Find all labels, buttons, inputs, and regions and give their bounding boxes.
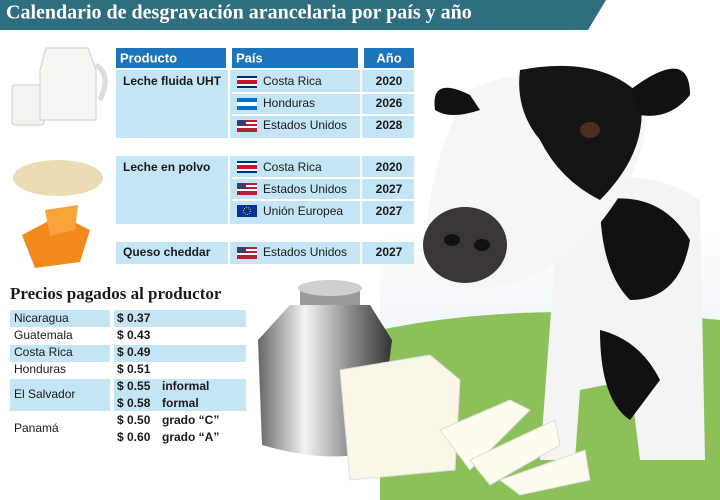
table-bands	[116, 70, 414, 264]
year: 2020	[376, 74, 403, 88]
header-cell	[232, 48, 358, 68]
flag-usa	[237, 120, 257, 132]
flag-usa	[237, 247, 257, 259]
year: 2028	[376, 118, 403, 132]
milk-image	[11, 47, 108, 126]
title: Calendario de desgravación arancelaria p…	[6, 2, 472, 24]
year: 2020	[376, 160, 403, 174]
price-bands	[10, 310, 246, 411]
country: Honduras	[263, 96, 315, 110]
year: 2026	[376, 96, 403, 110]
title-banner	[0, 0, 606, 30]
header-text: País	[236, 50, 263, 65]
price: $ 0.58	[117, 396, 151, 410]
price: $ 0.37	[117, 311, 151, 325]
product: Leche fluida UHT	[123, 74, 222, 88]
header-cell	[364, 48, 414, 68]
prices-title: Precios pagados al productor	[10, 284, 222, 303]
price-note: formal	[162, 396, 199, 410]
price-country: Nicaragua	[14, 311, 69, 325]
cheese-image	[22, 205, 90, 268]
flag-usa	[237, 183, 257, 195]
price-country: Costa Rica	[14, 345, 73, 359]
flag-honduras	[237, 98, 257, 110]
year: 2027	[376, 204, 403, 218]
price-country: Honduras	[14, 362, 66, 376]
price-country: Panamá	[14, 421, 59, 435]
header-text: Producto	[120, 50, 177, 65]
price: $ 0.55	[117, 379, 151, 393]
country: Estados Unidos	[263, 182, 347, 196]
cow-image	[423, 65, 705, 460]
year: 2027	[376, 245, 403, 259]
price-note: grado “A”	[162, 430, 219, 444]
country: Costa Rica	[263, 160, 322, 174]
price: $ 0.50	[117, 413, 151, 427]
price: $ 0.49	[117, 345, 151, 359]
year: 2027	[376, 182, 403, 196]
header-text: Año	[376, 50, 401, 65]
powder-image	[13, 160, 103, 196]
price: $ 0.60	[117, 430, 151, 444]
country: Estados Unidos	[263, 118, 347, 132]
price-country: Guatemala	[14, 328, 73, 342]
price-note: grado “C”	[162, 413, 219, 427]
header-cell	[116, 48, 226, 68]
flag-costa-rica	[237, 76, 257, 88]
cheese-blocks-image	[339, 354, 591, 496]
product: Leche en polvo	[123, 160, 210, 174]
price-country: El Salvador	[14, 387, 75, 401]
country: Costa Rica	[263, 74, 322, 88]
country: Unión Europea	[263, 204, 343, 218]
product: Queso cheddar	[123, 245, 211, 259]
price-note: informal	[162, 379, 209, 393]
flag-eu	[237, 205, 257, 217]
flag-costa-rica	[237, 161, 257, 173]
price: $ 0.43	[117, 328, 151, 342]
price: $ 0.51	[117, 362, 151, 376]
country: Estados Unidos	[263, 245, 347, 259]
